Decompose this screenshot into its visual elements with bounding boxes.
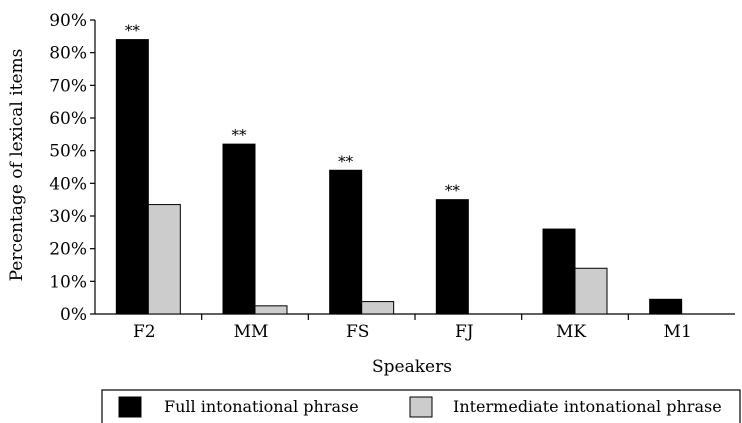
legend-swatch-full	[118, 396, 142, 418]
bar-full-mk	[542, 228, 576, 315]
significance-marker: **	[445, 182, 461, 200]
bar-full-f2	[115, 39, 149, 315]
y-tick-label: 50%	[49, 142, 87, 162]
y-tick-label: 30%	[49, 207, 87, 227]
significance-marker: **	[125, 22, 141, 40]
x-tick-label: MM	[234, 322, 269, 342]
y-tick-label: 40%	[49, 174, 87, 194]
y-tick-label: 70%	[49, 76, 87, 96]
y-tick-label: 0%	[60, 305, 87, 325]
bar-intermediate-mk	[574, 267, 608, 315]
legend-frame	[101, 389, 741, 423]
y-axis: 0% 10% 20% 30% 40% 50% 60% 70% 80% 90%	[49, 11, 96, 325]
legend-label-intermediate: Intermediate intonational phrase	[453, 397, 722, 416]
x-tick-label: MK	[556, 322, 586, 342]
bar-full-m1	[649, 298, 683, 315]
x-axis: F2 MM FS FJ MK M1	[95, 313, 735, 342]
y-tick-label: 80%	[49, 44, 87, 64]
y-axis-title: Percentage of lexical items	[7, 49, 27, 282]
bar-intermediate-fs	[361, 301, 395, 315]
x-tick-label: FJ	[455, 322, 474, 342]
bars	[115, 39, 683, 315]
x-tick-label: F2	[133, 322, 156, 342]
bar-intermediate-f2	[147, 204, 181, 315]
legend-label-full: Full intonational phrase	[164, 397, 359, 416]
x-axis-title: Speakers	[372, 357, 452, 377]
bar-intermediate-mm	[254, 305, 288, 315]
significance-marker: **	[232, 126, 248, 144]
y-tick-label: 10%	[49, 272, 87, 292]
bar-full-fj	[435, 199, 469, 315]
x-tick-label: M1	[664, 322, 692, 342]
y-tick-label: 90%	[49, 11, 87, 31]
significance-marker: **	[338, 152, 354, 170]
y-tick-label: 60%	[49, 109, 87, 129]
y-tick-label: 20%	[49, 240, 87, 260]
x-tick-label: FS	[346, 322, 369, 342]
bar-full-fs	[329, 169, 363, 315]
legend-swatch-intermediate	[409, 396, 433, 418]
bar-full-mm	[222, 143, 256, 315]
legend: Full intonational phrase Intermediate in…	[101, 389, 741, 423]
significance-annotations: ** ** ** **	[125, 22, 461, 200]
